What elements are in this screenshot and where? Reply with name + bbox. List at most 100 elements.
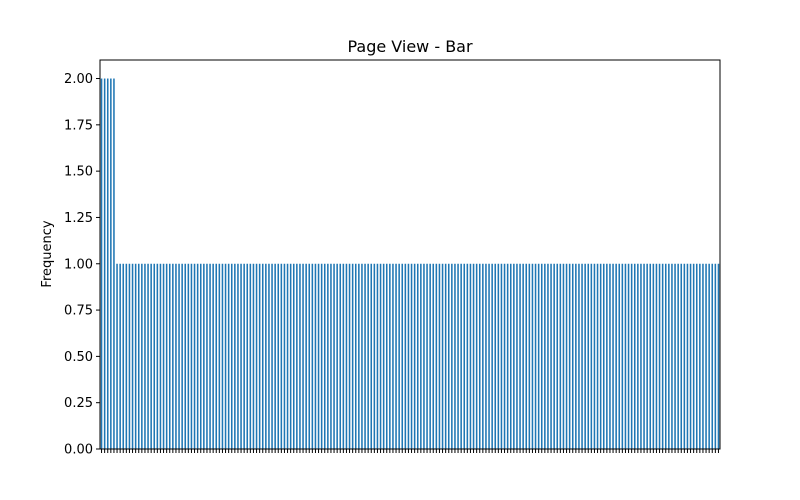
bar — [249, 263, 252, 449]
bar — [373, 263, 376, 449]
bar — [423, 263, 425, 449]
bar — [237, 263, 239, 449]
bar — [299, 263, 301, 449]
bar — [296, 263, 298, 449]
bar — [559, 263, 562, 449]
bar — [677, 263, 679, 449]
bar — [209, 263, 211, 449]
bar — [128, 263, 131, 449]
bar — [609, 263, 611, 449]
bar — [463, 263, 466, 449]
bar — [624, 263, 627, 449]
bar — [711, 263, 714, 449]
bar — [602, 263, 605, 449]
bar — [550, 263, 552, 449]
bar — [311, 263, 314, 449]
bar — [252, 263, 255, 449]
bar — [615, 263, 617, 449]
bar — [420, 263, 422, 449]
bar — [571, 263, 574, 449]
bar — [187, 263, 190, 449]
bar — [494, 263, 497, 449]
bar — [395, 263, 397, 449]
bar — [525, 263, 528, 449]
bar — [540, 263, 543, 449]
bar — [354, 263, 357, 449]
bar — [336, 263, 338, 449]
bar — [280, 263, 283, 449]
bar — [646, 263, 648, 449]
bar — [240, 263, 242, 449]
bar — [261, 263, 264, 449]
bar — [612, 263, 614, 449]
bar — [401, 263, 404, 449]
bar — [327, 263, 329, 449]
bar — [203, 263, 205, 449]
bar — [196, 263, 199, 449]
x-ticks-group — [101, 449, 719, 453]
bar — [113, 78, 115, 450]
bar — [475, 263, 478, 449]
bar — [398, 263, 400, 449]
bar — [640, 263, 642, 449]
bar — [606, 263, 608, 449]
bar — [283, 263, 286, 449]
bar — [466, 263, 469, 449]
bar — [320, 263, 323, 449]
bar — [534, 263, 537, 449]
bar — [565, 263, 568, 449]
bar — [528, 263, 531, 449]
y-tick-label: 1.00 — [64, 257, 93, 272]
bar — [578, 263, 580, 449]
bar — [689, 263, 692, 449]
bar — [680, 263, 683, 449]
bar — [314, 263, 317, 449]
bar — [206, 263, 208, 449]
bar — [168, 263, 171, 449]
bar — [258, 263, 261, 449]
y-tick-label: 1.75 — [64, 118, 93, 133]
bar — [119, 263, 121, 449]
bars-group — [100, 78, 720, 450]
bar — [671, 263, 673, 449]
bar — [230, 263, 233, 449]
bar — [664, 263, 667, 449]
bar — [637, 263, 639, 449]
bar — [457, 263, 459, 449]
bar — [265, 263, 267, 449]
bar — [178, 263, 180, 449]
bar — [389, 263, 391, 449]
y-axis-label: Frequency — [40, 220, 55, 287]
bar — [618, 263, 621, 449]
bar — [683, 263, 686, 449]
bar — [584, 263, 586, 449]
bar — [227, 263, 230, 449]
bar — [674, 263, 676, 449]
bar — [500, 263, 503, 449]
bar — [184, 263, 187, 449]
bar — [367, 263, 369, 449]
bar — [522, 263, 524, 449]
bar — [116, 263, 118, 449]
bar — [708, 263, 710, 449]
bar — [547, 263, 549, 449]
bar — [274, 263, 276, 449]
bar — [633, 263, 636, 449]
bar — [692, 263, 695, 449]
bar — [122, 263, 125, 449]
bar — [165, 263, 168, 449]
bar — [342, 263, 345, 449]
y-tick-label: 1.25 — [64, 211, 93, 226]
bar — [302, 263, 304, 449]
bar — [699, 263, 701, 449]
bar — [686, 263, 689, 449]
y-tick-label: 0.50 — [64, 350, 93, 365]
bar — [441, 263, 444, 449]
bar — [100, 78, 103, 450]
bar — [655, 263, 658, 449]
bar — [150, 263, 152, 449]
bar — [488, 263, 490, 449]
bar — [553, 263, 555, 449]
bar — [125, 263, 128, 449]
